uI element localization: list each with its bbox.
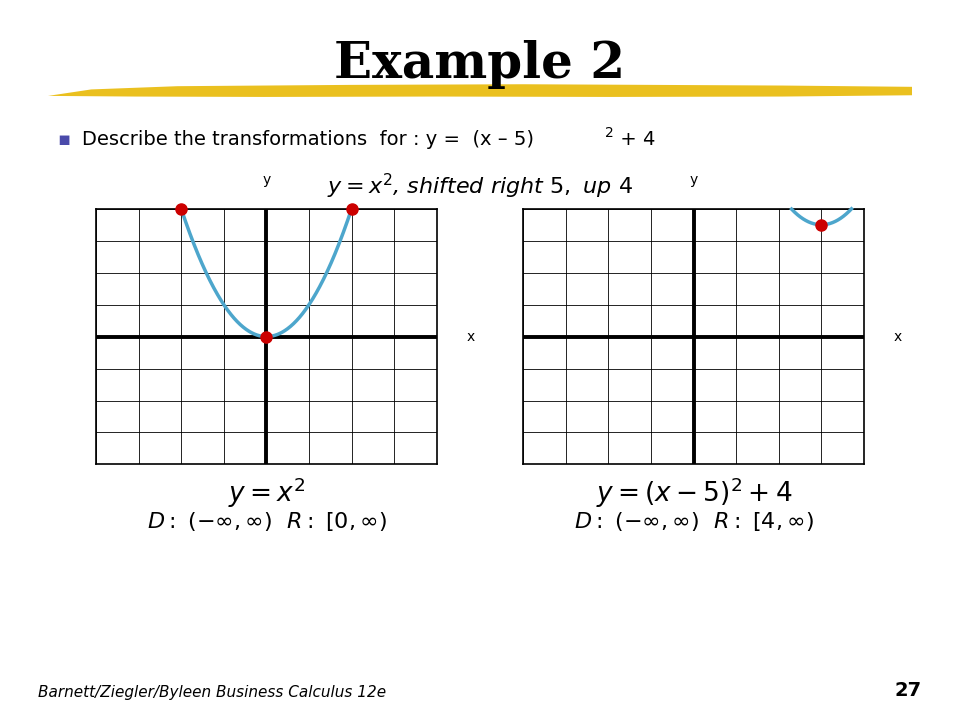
Text: ▪: ▪: [58, 130, 71, 148]
Text: y: y: [262, 174, 271, 187]
Text: 2: 2: [605, 126, 614, 140]
Text: x: x: [894, 330, 902, 343]
Text: $y = x^2$, $\mathit{shifted\ right\ 5,\ up\ 4}$: $y = x^2$, $\mathit{shifted\ right\ 5,\ …: [327, 171, 633, 201]
Text: $y = x^2$: $y = x^2$: [228, 475, 305, 510]
Text: Barnett/Ziegler/Byleen Business Calculus 12e: Barnett/Ziegler/Byleen Business Calculus…: [38, 685, 387, 700]
Text: $y = (x-5)^2+4$: $y = (x-5)^2+4$: [596, 475, 792, 510]
Text: Describe the transformations  for : y =  (x – 5): Describe the transformations for : y = (…: [82, 130, 534, 148]
Text: x: x: [467, 330, 475, 343]
Text: y: y: [689, 174, 698, 187]
Text: $D{:}\ (-\infty,\infty)\ \ R{:}\ [0,\infty)$: $D{:}\ (-\infty,\infty)\ \ R{:}\ [0,\inf…: [147, 510, 387, 533]
Text: $D{:}\ (-\infty,\infty)\ \ R{:}\ [4,\infty)$: $D{:}\ (-\infty,\infty)\ \ R{:}\ [4,\inf…: [574, 510, 814, 533]
Text: Example 2: Example 2: [334, 40, 626, 89]
Text: 27: 27: [895, 681, 922, 700]
Text: + 4: + 4: [614, 130, 656, 148]
Polygon shape: [48, 84, 912, 97]
